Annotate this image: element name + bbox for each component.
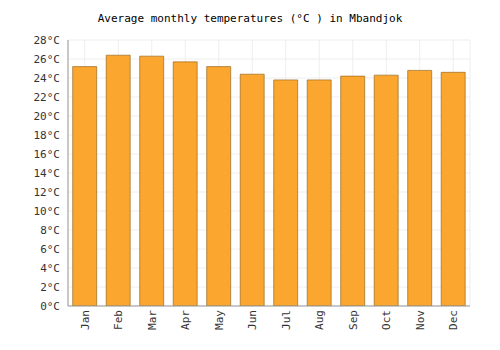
svg-text:26°C: 26°C	[34, 53, 61, 66]
svg-text:0°C: 0°C	[40, 300, 60, 313]
svg-text:28°C: 28°C	[34, 34, 61, 47]
svg-text:Sep: Sep	[347, 310, 360, 330]
svg-text:12°C: 12°C	[34, 186, 61, 199]
svg-text:6°C: 6°C	[40, 243, 60, 256]
svg-text:20°C: 20°C	[34, 110, 61, 123]
svg-text:Aug: Aug	[313, 310, 326, 330]
svg-text:24°C: 24°C	[34, 72, 61, 85]
svg-text:Oct: Oct	[380, 310, 393, 330]
svg-text:8°C: 8°C	[40, 224, 60, 237]
svg-text:2°C: 2°C	[40, 281, 60, 294]
svg-text:22°C: 22°C	[34, 91, 61, 104]
svg-text:Dec: Dec	[447, 310, 460, 330]
svg-text:Nov: Nov	[414, 310, 427, 330]
svg-text:May: May	[213, 310, 226, 330]
svg-text:14°C: 14°C	[34, 167, 61, 180]
svg-text:16°C: 16°C	[34, 148, 61, 161]
svg-text:Jun: Jun	[246, 310, 259, 330]
svg-text:4°C: 4°C	[40, 262, 60, 275]
svg-text:Apr: Apr	[179, 310, 192, 330]
svg-text:Mar: Mar	[146, 310, 159, 330]
svg-text:18°C: 18°C	[34, 129, 61, 142]
svg-text:Feb: Feb	[112, 310, 125, 330]
html-text:Average monthly temperatures (: Average monthly temperatures (°C ) in Mb…	[97, 12, 403, 25]
svg-text:Jul: Jul	[280, 310, 293, 330]
svg-text:Jan: Jan	[79, 310, 92, 330]
svg-text:10°C: 10°C	[34, 205, 61, 218]
